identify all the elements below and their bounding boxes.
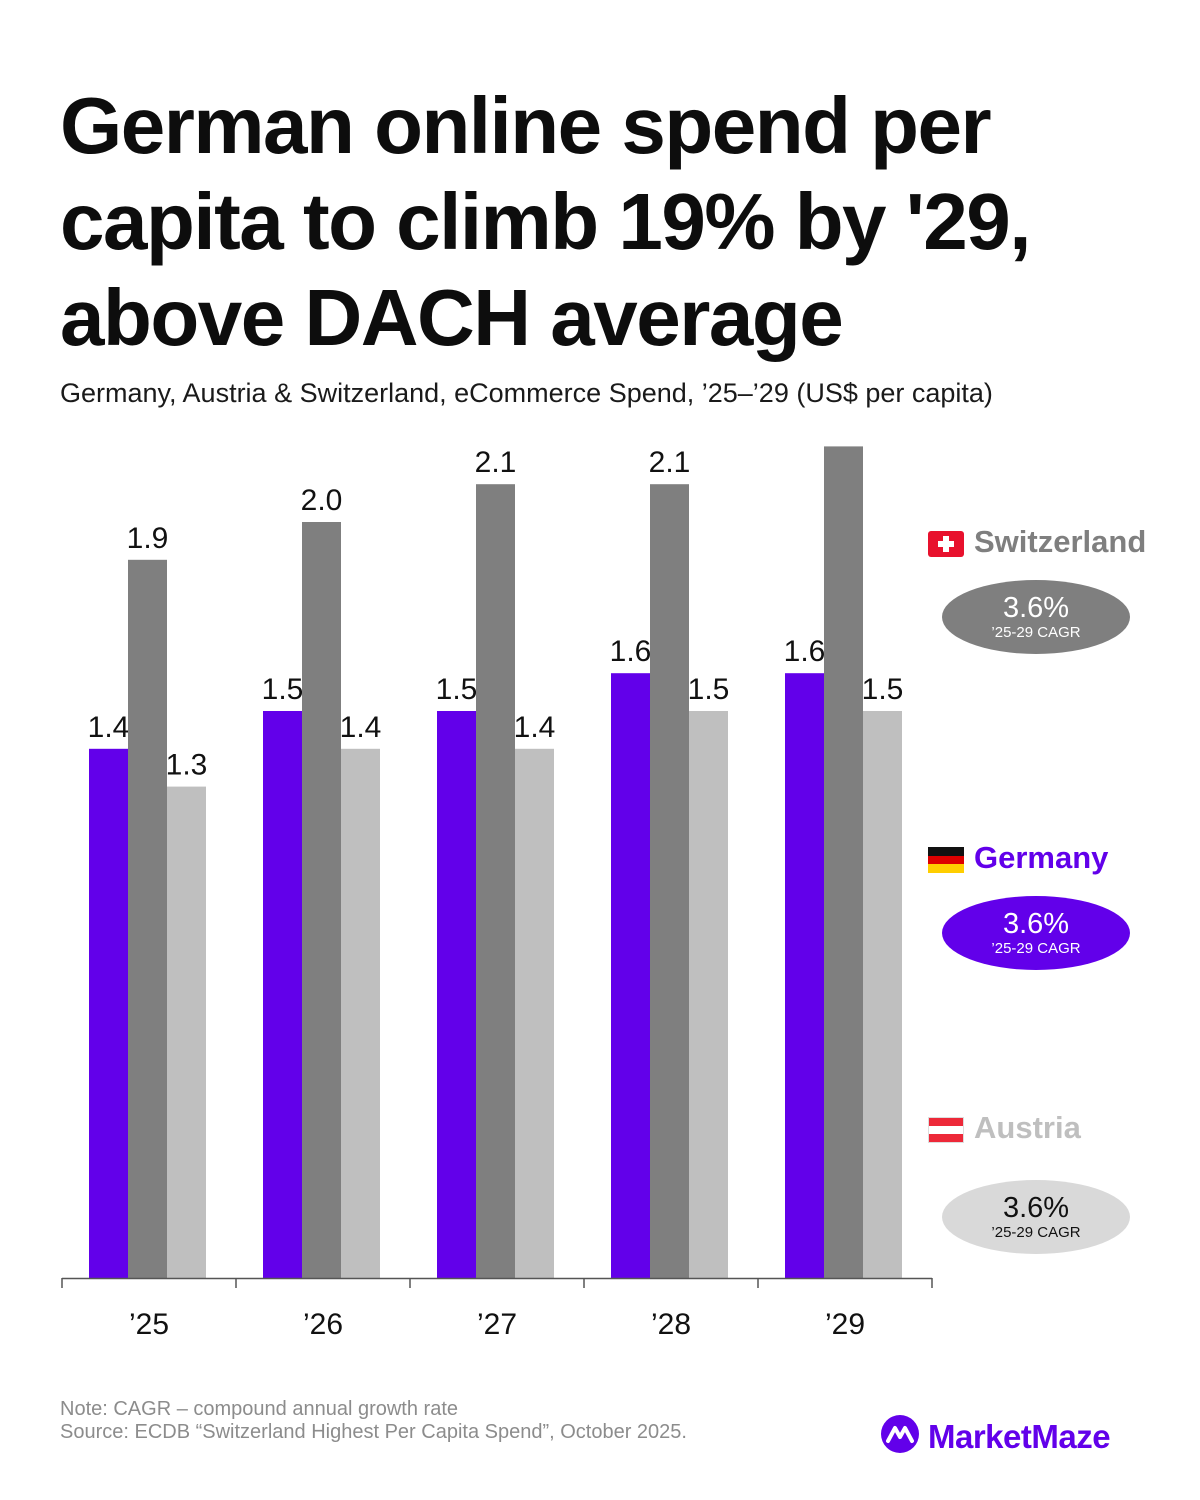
x-tick-label-1: ’26 [303, 1308, 343, 1341]
cagr-value-austria: 3.6% [1002, 1192, 1070, 1224]
data-label-austria-3: 1.5 [688, 673, 730, 706]
legend-label-germany: Germany [974, 840, 1109, 875]
data-label-germany-3: 1.6 [610, 635, 652, 668]
bar-austria-2 [515, 748, 554, 1278]
bar-switzerland-3 [650, 484, 689, 1278]
bar-austria-1 [341, 748, 380, 1278]
cagr-badge-austria: 3.6% ’25-29 CAGR [942, 1180, 1130, 1254]
bar-germany-0 [89, 748, 128, 1278]
cagr-caption-austria: ’25-29 CAGR [991, 1224, 1081, 1241]
x-tick-label-0: ’25 [129, 1308, 169, 1341]
data-label-germany-2: 1.5 [436, 673, 478, 706]
x-tick-label-4: ’29 [825, 1308, 865, 1341]
data-label-switzerland-2: 2.1 [475, 446, 517, 479]
cagr-caption-germany: ’25-29 CAGR [991, 940, 1081, 957]
bar-switzerland-0 [128, 559, 167, 1278]
brand-name: MarketMaze [928, 1417, 1111, 1455]
data-label-austria-4: 1.5 [862, 673, 904, 706]
bar-germany-3 [611, 673, 650, 1278]
data-label-germany-4: 1.6 [784, 635, 826, 668]
austrian-flag-icon [928, 1115, 964, 1143]
page-title: German online spend per capita to climb … [60, 81, 1032, 362]
swiss-flag-icon [928, 529, 964, 557]
legend-switzerland: Switzerland 3.6% ’25-29 CAGR [928, 524, 1178, 654]
data-label-austria-0: 1.3 [166, 749, 208, 782]
marketmaze-logo-icon [880, 1414, 920, 1459]
note-text: Note: CAGR – compound annual growth rate [60, 1398, 458, 1420]
cagr-value-germany: 3.6% [1002, 908, 1070, 940]
data-label-switzerland-3: 2.1 [649, 446, 691, 479]
cagr-caption-switzerland: ’25-29 CAGR [991, 624, 1081, 641]
bar-austria-0 [167, 786, 206, 1278]
bar-germany-1 [263, 711, 302, 1278]
brand-logo: MarketMaze [880, 1414, 1111, 1459]
data-label-germany-1: 1.5 [262, 673, 304, 706]
bar-switzerland-1 [302, 522, 341, 1278]
data-label-austria-2: 1.4 [514, 711, 556, 744]
x-tick-label-3: ’28 [651, 1308, 691, 1341]
data-label-switzerland-4: 2.2 [823, 440, 865, 441]
data-label-austria-1: 1.4 [340, 711, 382, 744]
bar-germany-4 [785, 673, 824, 1278]
bar-germany-2 [437, 711, 476, 1278]
data-label-switzerland-1: 2.0 [301, 484, 343, 517]
footnote: Note: CAGR – compound annual growth rate… [60, 1398, 687, 1444]
cagr-badge-germany: 3.6% ’25-29 CAGR [942, 896, 1130, 970]
bar-austria-3 [689, 711, 728, 1278]
chart-subtitle: Germany, Austria & Switzerland, eCommerc… [60, 378, 993, 408]
legend-austria: Austria 3.6% ’25-29 CAGR [928, 1110, 1178, 1254]
legend-germany: Germany 3.6% ’25-29 CAGR [928, 840, 1178, 970]
source-text: Source: ECDB “Switzerland Highest Per Ca… [60, 1421, 687, 1443]
bar-switzerland-2 [476, 484, 515, 1278]
bar-austria-4 [863, 711, 902, 1278]
data-label-switzerland-0: 1.9 [127, 522, 169, 555]
german-flag-icon [928, 845, 964, 873]
cagr-badge-switzerland: 3.6% ’25-29 CAGR [942, 580, 1130, 654]
cagr-value-switzerland: 3.6% [1002, 592, 1070, 624]
bar-switzerland-4 [824, 446, 863, 1278]
bar-chart: 1.4 1.9 1.3 ’25 1.5 2.0 1.4 ’26 1.5 2.1 1.4 ’27 1.6 2… [61, 440, 933, 1341]
data-label-germany-0: 1.4 [88, 711, 130, 744]
x-tick-label-2: ’27 [477, 1308, 517, 1341]
legend-label-austria: Austria [974, 1110, 1081, 1145]
legend-label-switzerland: Switzerland [974, 524, 1147, 559]
